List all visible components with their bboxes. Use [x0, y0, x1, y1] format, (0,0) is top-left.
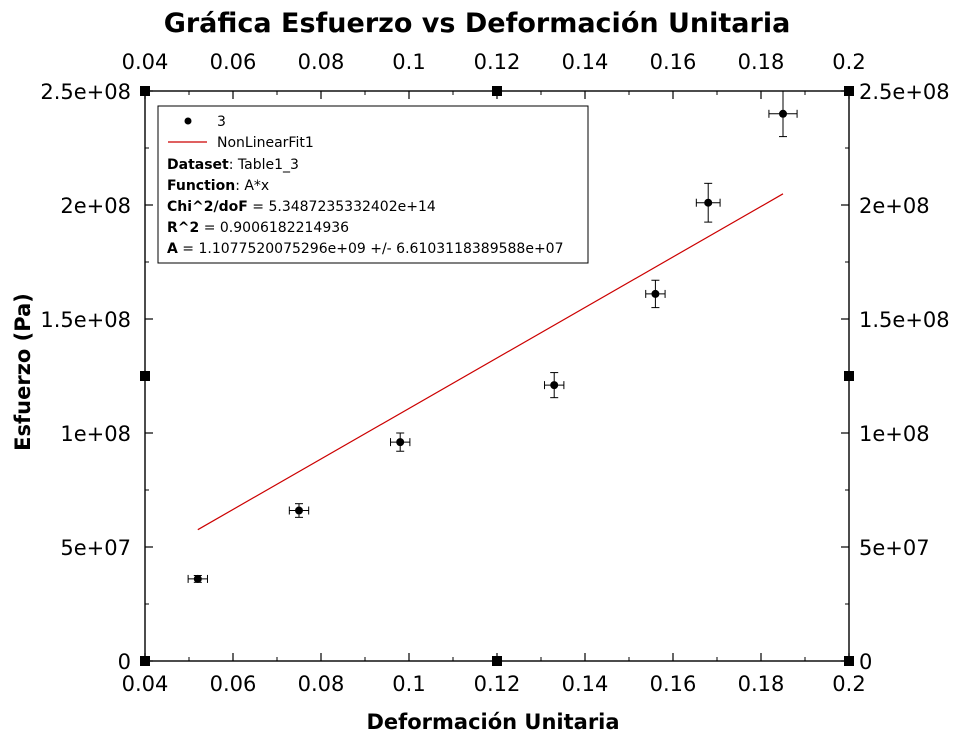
x-tick-label-top: 0.2	[832, 50, 865, 74]
y-tick-label-left: 5e+07	[60, 536, 131, 560]
y-tick-label-right: 5e+07	[859, 536, 930, 560]
frame-handle	[844, 371, 854, 381]
frame-handle	[140, 86, 150, 96]
x-tick-label-bottom: 0.1	[392, 672, 425, 696]
axis-ticks	[144, 90, 850, 662]
x-axis-title: Deformación Unitaria	[366, 710, 619, 734]
legend-r2: R^2 = 0.9006182214936	[167, 220, 349, 236]
y-tick-label-right: 2.5e+08	[859, 80, 950, 104]
y-tick-label-left: 2e+08	[60, 194, 131, 218]
legend: 3 NonLinearFit1 Dataset: Table1_3 Functi…	[157, 105, 589, 264]
data-point	[704, 198, 713, 207]
data-point	[396, 438, 405, 447]
frame-handle	[140, 371, 150, 381]
y-axis-title: Esfuerzo (Pa)	[11, 293, 35, 451]
frame-handle	[492, 656, 502, 666]
x-tick-label-top: 0.06	[210, 50, 257, 74]
frame-handle	[492, 86, 502, 96]
y-tick-label-left: 1.5e+08	[40, 308, 131, 332]
frame-handle	[844, 86, 854, 96]
x-tick-label-bottom: 0.18	[738, 672, 785, 696]
y-tick-label-right: 0	[859, 650, 872, 674]
data-point	[295, 506, 303, 515]
legend-param-a: A = 1.1077520075296e+09 +/- 6.6103118389…	[167, 241, 564, 257]
data-point	[550, 381, 559, 390]
frame-handle	[844, 656, 854, 666]
x-tick-label-bottom: 0.12	[474, 672, 521, 696]
legend-series-fit-label: NonLinearFit1	[217, 135, 314, 151]
x-tick-label-top: 0.08	[298, 50, 345, 74]
axis-tick-labels: 0.04 0.04 0.06 0.06 0.08 0.08 0.1 0.1 0.12 0.12 0.…	[40, 50, 949, 696]
y-tick-label-right: 1.5e+08	[859, 308, 950, 332]
x-tick-label-bottom: 0.14	[562, 672, 609, 696]
legend-series-points-label: 3	[217, 114, 226, 130]
x-tick-label-bottom: 0.16	[650, 672, 697, 696]
legend-point-marker	[184, 117, 192, 125]
data-points	[187, 90, 798, 583]
data-point	[779, 109, 787, 118]
legend-dataset: Dataset: Table1_3	[167, 157, 299, 173]
x-tick-label-top: 0.1	[392, 50, 425, 74]
frame-handles	[140, 86, 854, 666]
data-point	[651, 289, 660, 298]
y-tick-label-left: 0	[118, 650, 131, 674]
y-tick-label-right: 1e+08	[859, 422, 930, 446]
fit-line	[197, 193, 784, 531]
data-point	[193, 574, 202, 583]
y-tick-label-left: 2.5e+08	[40, 80, 131, 104]
legend-chi2: Chi^2/doF = 5.3487235332402e+14	[167, 199, 436, 215]
chart-title: Gráfica Esfuerzo vs Deformación Unitaria	[164, 8, 791, 39]
x-tick-label-bottom: 0.06	[210, 672, 257, 696]
x-tick-label-top: 0.16	[650, 50, 697, 74]
y-tick-label-left: 1e+08	[60, 422, 131, 446]
x-tick-label-top: 0.04	[122, 50, 169, 74]
x-tick-label-bottom: 0.2	[832, 672, 865, 696]
x-tick-label-top: 0.14	[562, 50, 609, 74]
frame-handle	[140, 656, 150, 666]
x-tick-label-bottom: 0.04	[122, 672, 169, 696]
legend-box	[157, 105, 589, 264]
x-tick-label-bottom: 0.08	[298, 672, 345, 696]
legend-function: Function: A*x	[167, 178, 269, 194]
y-tick-label-right: 2e+08	[859, 194, 930, 218]
x-tick-label-top: 0.12	[474, 50, 521, 74]
x-tick-label-top: 0.18	[738, 50, 785, 74]
